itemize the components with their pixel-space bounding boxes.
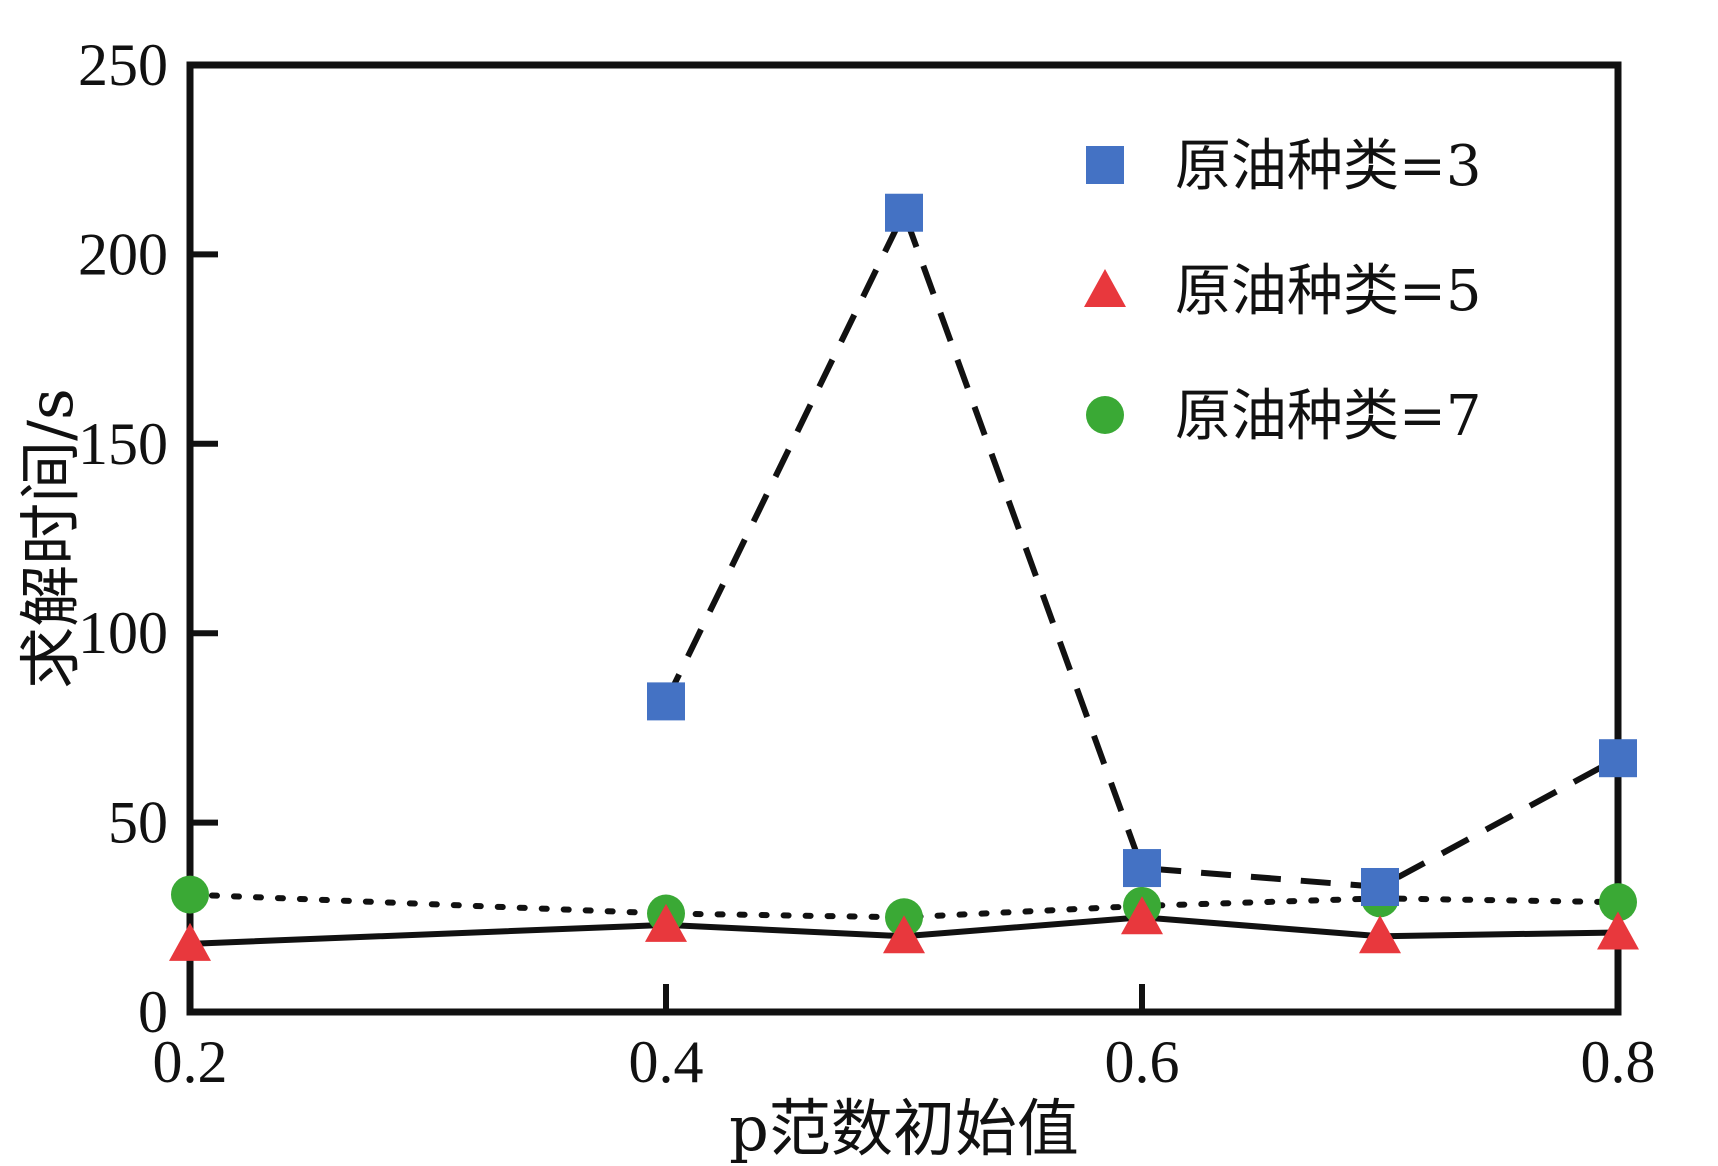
- y-tick-label: 200: [78, 221, 168, 287]
- x-tick-label: 0.8: [1581, 1029, 1656, 1095]
- y-axis-label: 求解时间/s: [14, 388, 87, 689]
- x-tick-label: 0.4: [629, 1029, 704, 1095]
- legend-marker: [1086, 146, 1124, 184]
- data-point-series-1: [885, 193, 923, 232]
- plot-area-frame: [186, 61, 1622, 1016]
- data-point-series-1: [1123, 849, 1161, 888]
- legend-label: 原油种类=5: [1175, 259, 1482, 324]
- y-tick-label: 100: [78, 600, 168, 666]
- y-tick-label: 50: [108, 790, 168, 856]
- x-tick-label: 0.6: [1105, 1029, 1180, 1095]
- axis-ticks: 0 50 100 150 200 250 0.2 0.4 0.6 0.8: [78, 32, 1656, 1095]
- series-markers: [169, 193, 1639, 961]
- x-tick-label: 0.2: [153, 1029, 228, 1095]
- data-point-series-2: [169, 922, 211, 961]
- x-axis-label: p范数初始值: [729, 1092, 1079, 1165]
- series-line-3: [187, 891, 1621, 921]
- data-point-series-2: [1121, 896, 1163, 935]
- data-point-series-3: [1599, 883, 1637, 922]
- data-point-series-2: [1597, 911, 1639, 950]
- legend: 原油种类=3 原油种类=5 原油种类=7: [1084, 134, 1482, 449]
- data-point-series-1: [1361, 867, 1399, 906]
- y-tick-label: 0: [138, 979, 168, 1045]
- data-point-series-2: [645, 903, 687, 942]
- data-point-series-1: [647, 682, 685, 721]
- y-tick-label: 150: [78, 411, 168, 477]
- legend-marker: [1086, 396, 1124, 434]
- data-point-series-3: [171, 875, 209, 914]
- legend-label: 原油种类=3: [1175, 134, 1482, 199]
- series-lines: [187, 205, 1621, 947]
- data-point-series-2: [883, 915, 925, 954]
- y-tick-label: 250: [78, 32, 168, 98]
- data-point-series-2: [1359, 915, 1401, 954]
- legend-label: 原油种类=7: [1175, 384, 1482, 449]
- legend-marker: [1084, 269, 1126, 307]
- data-point-series-1: [1599, 739, 1637, 778]
- series-line-1: [663, 205, 1620, 891]
- series-line-2: [189, 914, 1619, 947]
